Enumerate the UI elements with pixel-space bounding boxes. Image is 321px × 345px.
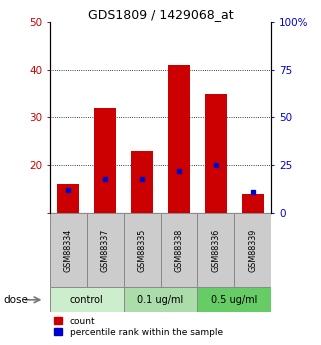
Text: dose: dose [3,295,28,305]
Bar [242,194,264,213]
Bar [57,185,79,213]
Bar [94,108,116,213]
Bar [197,213,234,287]
Text: 0.5 ug/ml: 0.5 ug/ml [211,295,257,305]
Title: GDS1809 / 1429068_at: GDS1809 / 1429068_at [88,8,233,21]
Text: 0.1 ug/ml: 0.1 ug/ml [137,295,184,305]
Bar [197,287,271,312]
Text: GSM88334: GSM88334 [64,229,73,272]
Bar [160,213,197,287]
Bar [87,213,124,287]
Legend: count, percentile rank within the sample: count, percentile rank within the sample [54,317,223,337]
Text: GSM88337: GSM88337 [100,229,110,272]
Bar [124,287,197,312]
Text: GSM88338: GSM88338 [174,229,184,272]
Text: control: control [70,295,104,305]
Bar [50,213,87,287]
Bar [205,93,227,213]
Bar [124,213,160,287]
Bar [50,287,124,312]
Bar [168,65,190,213]
Bar [234,213,271,287]
Text: GSM88335: GSM88335 [137,229,147,272]
Text: GSM88336: GSM88336 [211,229,221,272]
Bar [131,151,153,213]
Text: GSM88339: GSM88339 [248,229,257,272]
